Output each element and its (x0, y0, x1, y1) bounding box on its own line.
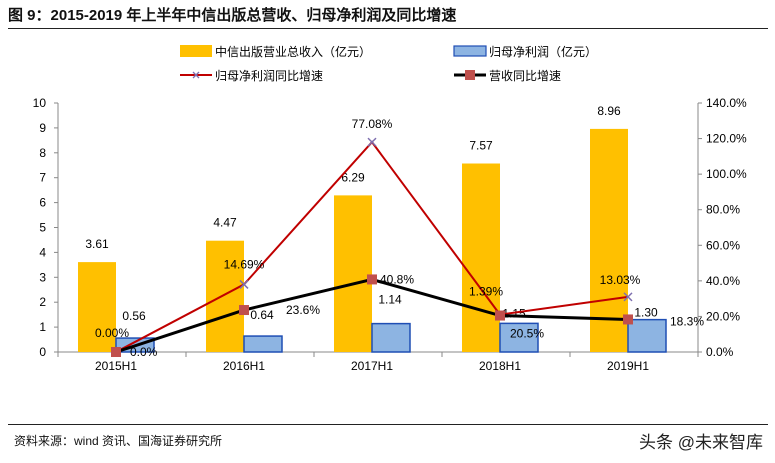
right-tick-label: 0.0% (706, 345, 734, 359)
left-tick-label: 6 (39, 196, 46, 210)
left-tick-label: 2 (39, 295, 46, 309)
revenue-growth-square-marker (367, 274, 377, 285)
left-tick-label: 4 (39, 245, 46, 259)
profit-growth-data-label: 0.00% (95, 326, 129, 340)
legend-label-net-profit: 归母净利润（亿元） (489, 44, 597, 59)
revenue-growth-square-marker (495, 310, 505, 321)
legend-x-marker-icon (192, 71, 200, 79)
revenue-bar (590, 128, 628, 352)
left-tick-label: 0 (39, 345, 46, 359)
right-tick-label: 100.0% (706, 167, 747, 181)
profit-growth-x-marker (623, 292, 633, 302)
revenue-data-label: 8.96 (597, 104, 621, 118)
net-profit-data-label: 0.64 (250, 308, 274, 322)
revenue-growth-square-marker (239, 305, 249, 316)
revenue-growth-data-label: 23.6% (286, 303, 320, 317)
right-tick-label: 60.0% (706, 238, 740, 252)
revenue-bar (334, 195, 372, 352)
left-tick-label: 3 (39, 270, 46, 284)
revenue-growth-square-marker (623, 314, 633, 325)
profit-growth-x-marker (239, 279, 249, 289)
net-profit-data-label: 1.14 (378, 293, 402, 307)
profit-growth-x-marker (367, 137, 377, 147)
legend-swatch-net-profit (453, 45, 487, 57)
legend-label-profit-growth: 归母净利润同比增速 (215, 69, 323, 83)
revenue-growth-data-label: 20.5% (510, 327, 544, 341)
revenue-growth-data-label: 18.3% (670, 314, 704, 328)
profit-growth-data-label: 14.69% (224, 257, 265, 271)
x-tick-label: 2019H1 (607, 359, 649, 373)
watermark: 头条 @未来智库 (639, 433, 763, 452)
net-profit-bar (627, 318, 667, 353)
revenue-bar (462, 163, 500, 352)
right-tick-label: 140.0% (706, 96, 747, 110)
bottom-divider (8, 424, 768, 425)
net-profit-bar (371, 322, 411, 353)
right-tick-label: 20.0% (706, 309, 740, 323)
left-tick-label: 1 (39, 320, 46, 334)
x-tick-label: 2015H1 (95, 359, 137, 373)
profit-growth-data-label: 77.08% (352, 117, 393, 131)
profit-growth-data-label: 13.03% (600, 273, 641, 287)
left-tick-label: 9 (39, 121, 46, 135)
net-profit-data-label: 1.30 (634, 306, 658, 320)
revenue-growth-square-marker (111, 347, 121, 357)
revenue-bar (206, 240, 244, 352)
source-note: 资料来源：wind 资讯、国海证券研究所 (14, 434, 223, 448)
left-tick-label: 8 (39, 146, 46, 160)
revenue-data-label: 6.29 (341, 170, 365, 184)
net-profit-bar (499, 322, 539, 353)
revenue-growth-data-label: 40.8% (380, 272, 414, 286)
right-tick-label: 120.0% (706, 132, 747, 146)
revenue-bar (78, 262, 116, 352)
revenue-growth-data-label: 0.0% (130, 345, 158, 359)
legend-label-revenue: 中信出版营业总收入（亿元） (215, 44, 371, 59)
legend-square-marker-icon (465, 70, 475, 80)
top-divider (8, 28, 768, 29)
right-tick-label: 80.0% (706, 203, 740, 217)
profit-growth-data-label: 1.39% (469, 285, 503, 299)
left-tick-label: 5 (39, 221, 46, 235)
revenue-data-label: 3.61 (85, 237, 109, 251)
x-tick-label: 2018H1 (479, 359, 521, 373)
revenue-data-label: 4.47 (213, 216, 237, 230)
x-tick-label: 2016H1 (223, 359, 265, 373)
x-tick-label: 2017H1 (351, 359, 393, 373)
left-tick-label: 7 (39, 171, 46, 185)
net-profit-bar (243, 335, 283, 353)
net-profit-data-label: 0.56 (122, 309, 146, 323)
chart-title: 图 9：2015-2019 年上半年中信出版总营收、归母净利润及同比增速 (8, 7, 457, 24)
revenue-data-label: 7.57 (469, 139, 493, 153)
legend-swatch-revenue (180, 45, 212, 57)
chart: 0123456789100.0%20.0%40.0%60.0%80.0%100.… (33, 44, 747, 373)
legend-label-revenue-growth: 营收同比增速 (489, 69, 561, 83)
right-tick-label: 40.0% (706, 274, 740, 288)
left-tick-label: 10 (33, 96, 47, 110)
